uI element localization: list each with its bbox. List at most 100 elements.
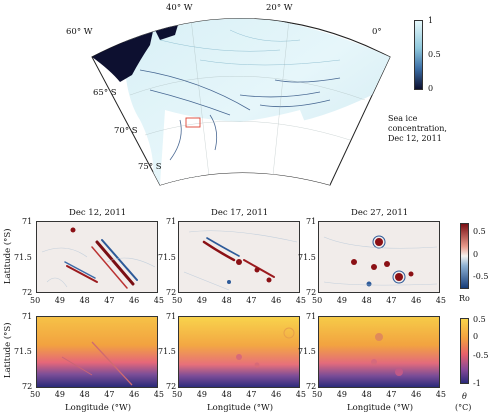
ro1-xticks: 50 49 48 47 46 45 xyxy=(30,296,164,305)
xtick: 45 xyxy=(435,296,446,305)
theta-tick-neg1: -1 xyxy=(473,379,481,388)
ro1-ytick-715: 71.5 xyxy=(14,253,32,262)
ylabel-theta-row: Latitude (°S) xyxy=(2,322,13,379)
lon-label-20w: 20° W xyxy=(266,3,293,13)
ylabel-ro-row: Latitude (°S) xyxy=(2,228,13,285)
ro-tick-pos: 0.5 xyxy=(473,227,486,236)
xtick: 46 xyxy=(271,390,282,399)
xtick: 48 xyxy=(79,296,90,305)
xtick: 50 xyxy=(30,390,41,399)
ro3-ytick-715: 71.5 xyxy=(298,253,316,262)
lat-label-75s: 75° S xyxy=(138,162,162,172)
xtick: 48 xyxy=(221,390,232,399)
xtick: 47 xyxy=(386,390,397,399)
xtick: 47 xyxy=(246,390,257,399)
ice-colorbar-tick-05: 0.5 xyxy=(428,50,441,59)
xlabel-2: Longitude (°W) xyxy=(207,403,274,413)
xtick: 46 xyxy=(129,296,140,305)
ro2-ytick-715: 71.5 xyxy=(158,253,176,262)
xtick: 50 xyxy=(30,296,41,305)
ro-panel-2 xyxy=(178,221,300,293)
th2-ytick-71: 71 xyxy=(166,312,177,321)
theta-tick-neg05: -0.5 xyxy=(473,351,488,360)
lat-label-70s: 70° S xyxy=(114,126,138,136)
th2-ytick-72: 72 xyxy=(166,382,177,391)
xtick: 49 xyxy=(336,390,347,399)
xtick: 47 xyxy=(104,390,115,399)
ro-colorbar xyxy=(460,223,469,289)
th1-ytick-71: 71 xyxy=(22,312,33,321)
xtick: 49 xyxy=(54,296,65,305)
xtick: 50 xyxy=(312,296,323,305)
xtick: 45 xyxy=(295,296,306,305)
xtick: 45 xyxy=(435,390,446,399)
th2-ytick-715: 71.5 xyxy=(158,347,176,356)
th1-ytick-715: 71.5 xyxy=(14,347,32,356)
panel-title-3: Dec 27, 2011 xyxy=(351,208,409,218)
ro2-ytick-72: 72 xyxy=(166,288,177,297)
ro-tick-neg: -0.5 xyxy=(473,272,488,281)
th3-ytick-72: 72 xyxy=(306,382,317,391)
map-caption: Sea ice concentration, Dec 12, 2011 xyxy=(388,114,447,144)
xtick: 50 xyxy=(172,296,183,305)
xtick: 48 xyxy=(361,296,372,305)
xtick: 47 xyxy=(104,296,115,305)
lon-label-0: 0° xyxy=(372,27,382,37)
th3-ytick-71: 71 xyxy=(306,312,317,321)
xtick: 48 xyxy=(361,390,372,399)
xtick: 45 xyxy=(153,296,164,305)
xtick: 50 xyxy=(312,390,323,399)
th3-xticks: 50 49 48 47 46 45 xyxy=(312,390,446,399)
ro1-ytick-71: 71 xyxy=(22,217,33,226)
theta-tick-0: 0 xyxy=(473,332,479,341)
theta-panel-2 xyxy=(178,316,300,388)
ice-colorbar-tick-1: 1 xyxy=(428,16,434,25)
xtick: 46 xyxy=(411,390,422,399)
xlabel-3: Longitude (°W) xyxy=(347,403,414,413)
map-caption-line-2: concentration, xyxy=(388,124,447,133)
theta-panel-1 xyxy=(36,316,158,388)
lon-label-40w: 40° W xyxy=(166,3,193,13)
theta-colorbar-symbol: θ xyxy=(462,392,467,401)
xtick: 50 xyxy=(172,390,183,399)
xtick: 46 xyxy=(411,296,422,305)
ro3-ytick-72: 72 xyxy=(306,288,317,297)
ro3-ytick-71: 71 xyxy=(306,217,317,226)
theta-tick-05: 0.5 xyxy=(473,315,486,324)
xtick: 46 xyxy=(271,296,282,305)
map-caption-line-1: Sea ice xyxy=(388,114,418,123)
xtick: 49 xyxy=(196,296,207,305)
map-caption-line-3: Dec 12, 2011 xyxy=(388,134,442,143)
th1-ytick-72: 72 xyxy=(22,382,33,391)
lat-label-65s: 65° S xyxy=(93,88,117,98)
ro-panel-3 xyxy=(318,221,440,293)
xtick: 47 xyxy=(246,296,257,305)
panel-title-2: Dec 17, 2011 xyxy=(211,208,269,218)
xtick: 47 xyxy=(386,296,397,305)
xtick: 49 xyxy=(54,390,65,399)
th3-ytick-715: 71.5 xyxy=(298,347,316,356)
xtick: 45 xyxy=(153,390,164,399)
th2-xticks: 50 49 48 47 46 45 xyxy=(172,390,306,399)
lon-label-60w: 60° W xyxy=(66,27,93,37)
xlabel-1: Longitude (°W) xyxy=(65,403,132,413)
xtick: 48 xyxy=(221,296,232,305)
ice-colorbar xyxy=(414,20,423,90)
ro2-ytick-71: 71 xyxy=(166,217,177,226)
theta-panel-3 xyxy=(318,316,440,388)
xtick: 46 xyxy=(129,390,140,399)
study-region-box xyxy=(185,117,201,128)
ro2-xticks: 50 49 48 47 46 45 xyxy=(172,296,306,305)
sea-ice-map xyxy=(91,18,391,186)
ro3-xticks: 50 49 48 47 46 45 xyxy=(312,296,446,305)
theta-colorbar-unit: (°C) xyxy=(455,403,472,412)
xtick: 49 xyxy=(196,390,207,399)
ro1-ytick-72: 72 xyxy=(22,288,33,297)
ro-colorbar-label: Ro xyxy=(459,294,470,303)
ice-colorbar-tick-0: 0 xyxy=(428,84,434,93)
panel-title-1: Dec 12, 2011 xyxy=(69,208,127,218)
theta-colorbar xyxy=(460,318,469,384)
xtick: 45 xyxy=(295,390,306,399)
th1-xticks: 50 49 48 47 46 45 xyxy=(30,390,164,399)
ro-tick-zero: 0 xyxy=(473,250,479,259)
